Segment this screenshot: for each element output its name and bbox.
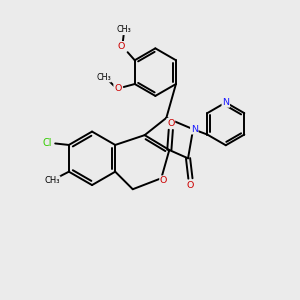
Text: O: O (114, 84, 122, 93)
Text: CH₃: CH₃ (44, 176, 60, 185)
Text: N: N (191, 125, 198, 134)
Text: O: O (187, 181, 194, 190)
Text: N: N (222, 98, 229, 107)
Text: Cl: Cl (42, 139, 52, 148)
Text: CH₃: CH₃ (96, 73, 111, 82)
Text: O: O (160, 176, 167, 185)
Text: CH₃: CH₃ (116, 26, 131, 34)
Text: O: O (167, 119, 175, 128)
Text: O: O (118, 42, 125, 51)
